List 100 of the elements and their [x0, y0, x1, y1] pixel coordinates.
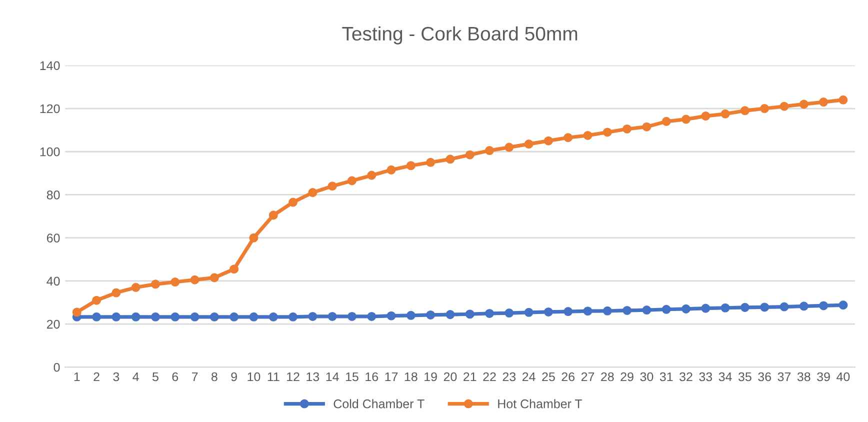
- point: [230, 264, 239, 274]
- point: [504, 308, 514, 318]
- point: [367, 312, 376, 322]
- point: [485, 308, 494, 318]
- x-tick-label: 27: [581, 372, 594, 382]
- point: [799, 100, 808, 109]
- point: [210, 273, 219, 282]
- y-tick-label: 20: [46, 320, 60, 329]
- x-tick-label: 35: [738, 372, 752, 382]
- point: [799, 302, 808, 311]
- point: [642, 306, 652, 315]
- point: [446, 154, 455, 164]
- x-tick-label: 9: [231, 372, 237, 382]
- point: [347, 312, 356, 322]
- point: [740, 302, 750, 312]
- point: [347, 176, 356, 186]
- legend-label: Hot Chamber T: [498, 399, 582, 408]
- point: [662, 304, 671, 314]
- y-tick-label: 60: [46, 234, 60, 242]
- x-tick-label: 3: [113, 372, 120, 382]
- point: [622, 306, 632, 315]
- point: [288, 312, 298, 322]
- point: [249, 233, 258, 242]
- point: [642, 122, 652, 132]
- x-tick-label: 36: [758, 372, 771, 382]
- point: [308, 188, 318, 198]
- x-tick-label: 39: [817, 372, 830, 382]
- legend-label: Cold Chamber T: [334, 399, 424, 408]
- point: [150, 280, 160, 289]
- point: [92, 312, 102, 322]
- point: [328, 182, 337, 191]
- x-tick-label: 32: [680, 372, 692, 382]
- point: [131, 282, 140, 292]
- x-tick-label: 17: [385, 372, 398, 382]
- point: [602, 306, 612, 316]
- point: [406, 161, 416, 170]
- point: [524, 308, 534, 317]
- point: [190, 275, 200, 284]
- x-tick-label: 25: [542, 372, 555, 382]
- x-tick-label: 15: [346, 372, 358, 382]
- point: [524, 140, 534, 149]
- point: [780, 102, 789, 111]
- x-tick-label: 38: [797, 372, 810, 382]
- point: [190, 312, 200, 322]
- point: [602, 128, 612, 137]
- y-tick-label: 140: [40, 61, 60, 70]
- point: [681, 114, 691, 124]
- x-tick-label: 29: [620, 372, 634, 382]
- x-tick-label: 4: [132, 372, 139, 382]
- x-tick-label: 20: [444, 372, 457, 382]
- point: [112, 312, 121, 322]
- x-tick-label: 34: [718, 372, 732, 382]
- x-tick-label: 11: [268, 372, 280, 382]
- x-tick-label: 26: [562, 372, 575, 382]
- x-tick-label: 40: [836, 372, 850, 382]
- x-tick-label: 33: [699, 372, 712, 382]
- point: [780, 302, 789, 312]
- point: [720, 109, 730, 118]
- point: [564, 133, 573, 142]
- x-tick-label: 28: [601, 372, 614, 382]
- x-tick-label: 24: [522, 372, 536, 382]
- point: [367, 170, 376, 180]
- point: [386, 165, 396, 174]
- point: [701, 304, 710, 313]
- point: [268, 210, 278, 220]
- x-tick-label: 23: [502, 372, 516, 382]
- x-tick-label: 14: [326, 372, 339, 382]
- x-tick-label: 2: [94, 372, 100, 382]
- point: [426, 158, 436, 167]
- point: [583, 130, 592, 140]
- point: [230, 312, 239, 322]
- point: [740, 106, 750, 116]
- point: [210, 312, 219, 322]
- point: [465, 150, 474, 160]
- point: [249, 312, 258, 322]
- point: [72, 308, 82, 317]
- x-tick-label: 21: [464, 372, 476, 382]
- point: [838, 300, 848, 310]
- x-tick-label: 13: [306, 372, 320, 382]
- point: [170, 312, 180, 322]
- point: [681, 304, 691, 314]
- y-tick-label: 0: [54, 362, 60, 372]
- point: [504, 142, 514, 152]
- point: [150, 312, 160, 322]
- point: [465, 310, 474, 319]
- point: [583, 306, 592, 316]
- x-tick-label: 31: [660, 372, 673, 382]
- point: [701, 112, 710, 121]
- point: [544, 307, 553, 316]
- point: [819, 98, 828, 107]
- point: [662, 116, 671, 126]
- y-tick-label: 120: [40, 104, 60, 114]
- x-tick-label: 12: [287, 372, 300, 382]
- point: [426, 310, 436, 320]
- y-tick-label: 80: [46, 190, 60, 200]
- point: [544, 136, 553, 146]
- y-tick-label: 40: [46, 276, 60, 286]
- point: [622, 124, 632, 134]
- point: [288, 198, 298, 207]
- chart-title: Testing - Cork Board 50mm: [342, 26, 578, 44]
